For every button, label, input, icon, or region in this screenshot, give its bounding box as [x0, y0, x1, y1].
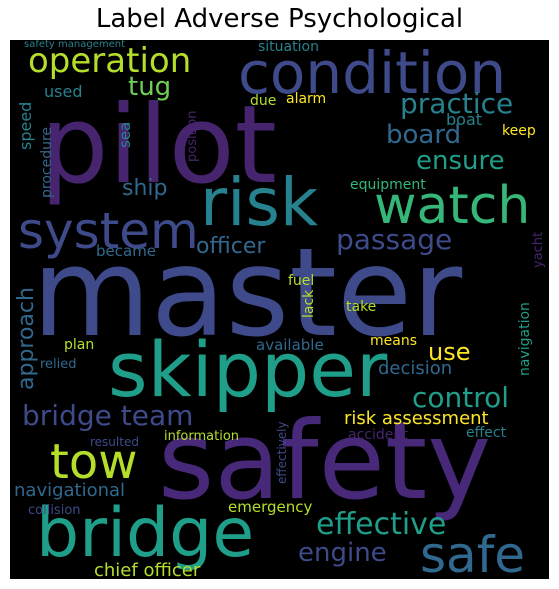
word-emergency: emergency	[228, 498, 313, 516]
word-lack: lack	[301, 289, 317, 318]
word-situation: situation	[258, 40, 319, 55]
word-tow: tow	[50, 434, 138, 490]
word-keep: keep	[502, 123, 536, 139]
word-procedure: procedure	[39, 126, 55, 198]
word-operation: operation	[28, 41, 192, 81]
word-fuel: fuel	[288, 273, 315, 289]
word-navigational: navigational	[14, 480, 126, 501]
word-tug: tug	[128, 72, 172, 102]
word-collision: collision	[28, 503, 81, 518]
word-position: position	[185, 110, 200, 163]
word-system: system	[18, 202, 199, 260]
word-ship: ship	[122, 176, 168, 201]
word-relied: relied	[40, 357, 77, 372]
word-boat: boat	[446, 110, 483, 129]
word-chief-officer: chief officer	[94, 560, 201, 580]
word-accident: accident	[348, 427, 408, 443]
word-sea: sea	[116, 121, 134, 148]
word-effectively: effectively	[275, 421, 289, 484]
word-means: means	[370, 333, 417, 349]
word-equipment: equipment	[350, 177, 426, 193]
word-became: became	[96, 242, 157, 260]
word-information: information	[164, 429, 240, 444]
word-officer: officer	[196, 234, 266, 259]
word-ensure: ensure	[416, 146, 505, 176]
word-risk: risk	[200, 164, 319, 241]
word-decision: decision	[378, 358, 453, 379]
word-pilot: pilot	[40, 83, 277, 208]
word-passage: passage	[336, 223, 453, 256]
word-effect: effect	[466, 425, 507, 441]
word-used: used	[44, 82, 83, 101]
word-approach: approach	[14, 287, 39, 390]
chart-title: Label Adverse Psychological	[95, 4, 464, 34]
word-available: available	[256, 336, 324, 354]
word-safety: safety	[158, 399, 492, 524]
word-master: master	[32, 222, 463, 364]
word-safety-management: safety management	[24, 40, 126, 50]
word-practice: practice	[400, 87, 514, 120]
word-effective: effective	[316, 507, 447, 542]
word-engine: engine	[298, 538, 387, 568]
word-control: control	[412, 381, 510, 414]
word-use: use	[428, 338, 471, 366]
word-plan: plan	[64, 337, 95, 353]
word-watch: watch	[374, 176, 531, 236]
word-yacht: yacht	[531, 231, 546, 268]
word-alarm: alarm	[286, 91, 327, 107]
word-speed: speed	[16, 101, 35, 150]
word-resulted: resulted	[90, 435, 139, 449]
word-risk-assessment: risk assessment	[344, 408, 489, 429]
word-take: take	[346, 299, 377, 315]
word-bridge-team: bridge team	[22, 399, 194, 432]
word-board: board	[386, 120, 462, 150]
word-navigation: navigation	[517, 302, 533, 376]
word-due: due	[250, 93, 277, 109]
word-cloud: master pilot safety skipper bridge condi…	[10, 40, 549, 579]
word-bridge: bridge	[36, 494, 255, 573]
word-skipper: skipper	[108, 325, 388, 414]
word-safe: safe	[420, 526, 526, 579]
word-condition: condition	[238, 40, 507, 107]
